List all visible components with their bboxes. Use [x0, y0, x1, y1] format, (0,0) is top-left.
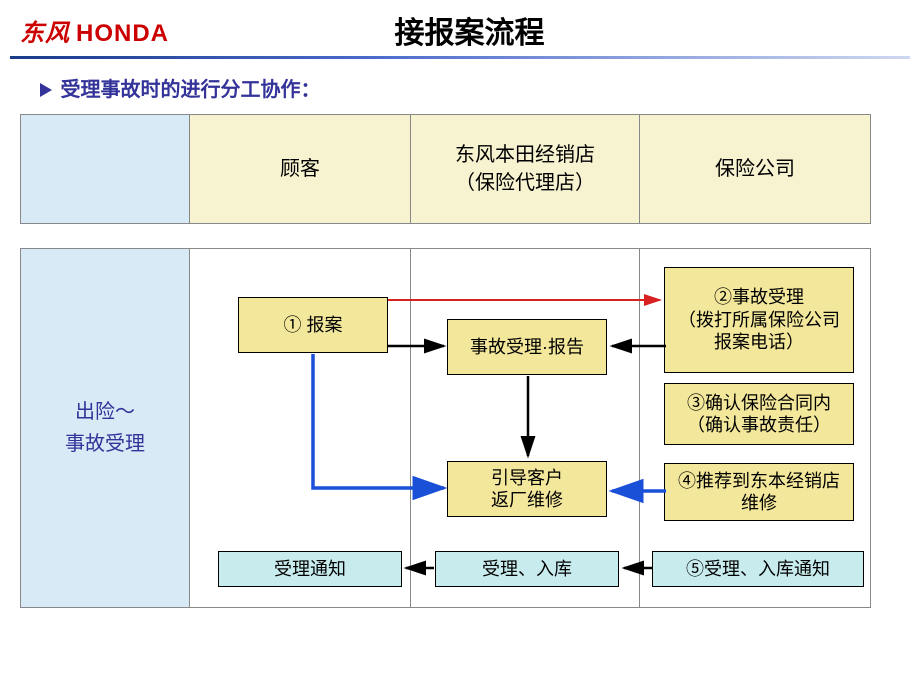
box-confirm-contract: ③确认保险合同内（确认事故责任）	[664, 383, 854, 445]
box-accept-instore-notice: ⑤受理、入库通知	[652, 551, 864, 587]
box-accident-report: 事故受理·报告	[447, 319, 607, 375]
lane-customer: ① 报案 受理通知	[189, 248, 411, 608]
box-accept-instore: 受理、入库	[435, 551, 619, 587]
box-accept-notice: 受理通知	[218, 551, 402, 587]
box-recommend-dealer: ④推荐到东本经销店维修	[664, 463, 854, 521]
box-accident-accept: ②事故受理（拨打所属保险公司报案电话）	[664, 267, 854, 373]
header-dealer: 东风本田经销店（保险代理店）	[410, 114, 640, 224]
row-label: 出险～事故受理	[20, 248, 190, 608]
lane-insurer: ②事故受理（拨打所属保险公司报案电话） ③确认保险合同内（确认事故责任） ④推荐…	[639, 248, 871, 608]
logo-cn: 东风	[20, 13, 70, 48]
box-report: ① 报案	[238, 297, 388, 353]
section-subtitle: 受理事故时的进行分工协作：	[60, 79, 320, 101]
page-title: 接报案流程	[169, 8, 770, 52]
logo-en: HONDA	[76, 20, 169, 48]
header-customer: 顾客	[189, 114, 411, 224]
box-guide-return: 引导客户返厂维修	[447, 461, 607, 517]
header-insurer: 保险公司	[639, 114, 871, 224]
flowchart-body: 出险～事故受理 ① 报案 受理通知 事故受理·报告 引导客户返厂维修 受理、入库…	[20, 248, 900, 608]
chevron-right-icon	[40, 83, 52, 97]
column-header-row: 顾客 东风本田经销店（保险代理店） 保险公司	[20, 114, 900, 224]
lane-dealer: 事故受理·报告 引导客户返厂维修 受理、入库	[410, 248, 640, 608]
brand-logo: 东风 HONDA	[20, 13, 169, 48]
flowchart-grid: 顾客 东风本田经销店（保险代理店） 保险公司 出险～事故受理 ① 报案 受理通知…	[0, 114, 920, 608]
header-divider	[10, 56, 910, 59]
header-blank	[20, 114, 190, 224]
